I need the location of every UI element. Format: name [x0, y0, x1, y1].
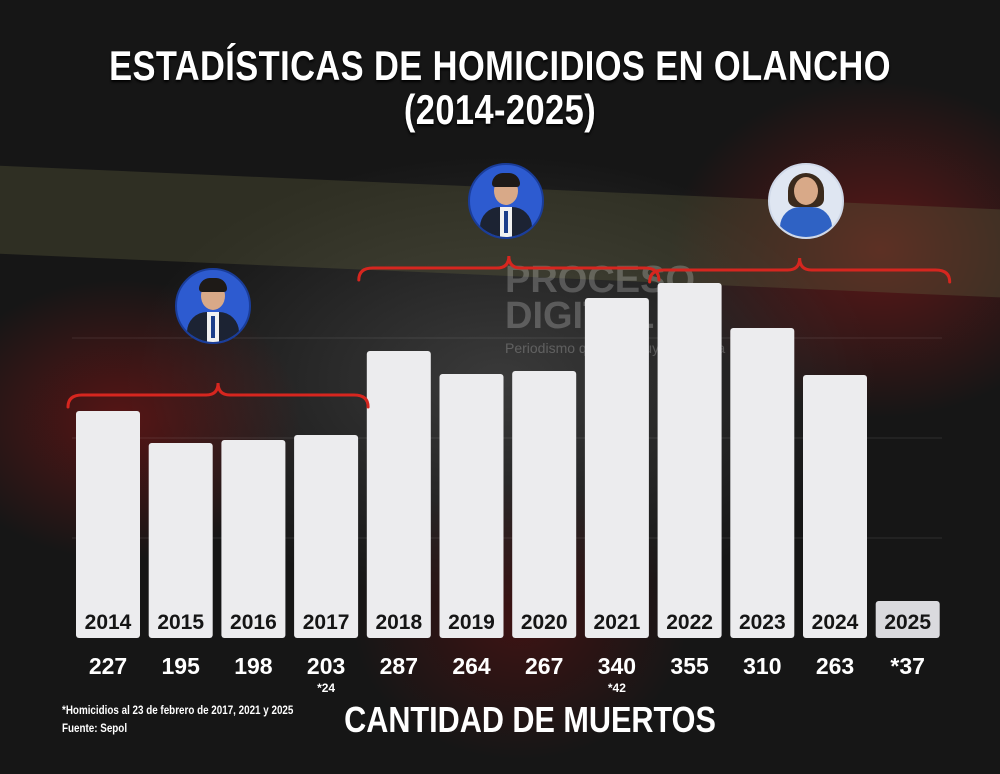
value-label-2016: 198 — [234, 653, 273, 679]
value-label-2023: 310 — [743, 653, 781, 679]
group-bracket-0 — [66, 382, 370, 409]
bar-2022 — [657, 283, 722, 638]
value-label-2022: 355 — [670, 653, 709, 679]
bar-2020 — [512, 371, 577, 638]
category-label-2014: 2014 — [85, 611, 132, 634]
value-label-2018: 287 — [380, 653, 418, 679]
bar-2024 — [803, 375, 867, 638]
bar-2025 — [875, 601, 940, 638]
value-label-2015: 195 — [162, 653, 201, 679]
category-label-2022: 2022 — [666, 611, 713, 634]
person-avatar-icon — [468, 163, 544, 239]
bar-2018 — [366, 351, 431, 638]
value-label-2019: 264 — [452, 653, 491, 679]
group-bracket-2 — [648, 257, 952, 284]
title-line-2: (2014-2025) — [403, 86, 597, 133]
bar-2015 — [148, 443, 213, 638]
title-line-1: ESTADÍSTICAS DE HOMICIDIOS EN OLANCHO — [109, 42, 891, 89]
x-axis-title: CANTIDAD DE MUERTOS — [344, 699, 716, 740]
category-label-2017: 2017 — [303, 611, 350, 634]
bar-2014 — [76, 411, 140, 638]
category-label-2016: 2016 — [230, 611, 277, 634]
sub-label-2017: *24 — [317, 681, 335, 695]
value-label-2020: 267 — [525, 653, 563, 679]
value-label-2025: *37 — [890, 653, 925, 679]
value-label-2014: 227 — [89, 653, 127, 679]
group-bracket-1 — [357, 255, 661, 282]
chart-title: ESTADÍSTICAS DE HOMICIDIOS EN OLANCHO (2… — [90, 44, 910, 132]
person-avatar-icon — [175, 268, 251, 344]
bar-2021 — [584, 298, 649, 638]
value-label-2024: 263 — [816, 653, 854, 679]
bar-2017 — [294, 435, 359, 638]
value-label-2017: 203 — [307, 653, 345, 679]
person-avatar-icon — [768, 163, 844, 239]
category-label-2025: 2025 — [884, 611, 931, 634]
bar-2019 — [439, 374, 504, 638]
bar-2016 — [221, 440, 286, 638]
category-label-2024: 2024 — [812, 611, 859, 634]
category-label-2015: 2015 — [157, 611, 204, 634]
sub-label-2021: *42 — [608, 681, 626, 695]
value-label-2021: 340 — [598, 653, 636, 679]
footnote-text: *Homicidios al 23 de febrero de 2017, 20… — [62, 703, 294, 717]
bar-2023 — [730, 328, 795, 638]
source-text: Fuente: Sepol — [62, 721, 128, 735]
category-label-2018: 2018 — [375, 611, 422, 634]
category-label-2021: 2021 — [594, 611, 641, 634]
category-label-2023: 2023 — [739, 611, 786, 634]
category-label-2019: 2019 — [448, 611, 495, 634]
category-label-2020: 2020 — [521, 611, 568, 634]
footnote: *Homicidios al 23 de febrero de 2017, 20… — [62, 701, 293, 737]
